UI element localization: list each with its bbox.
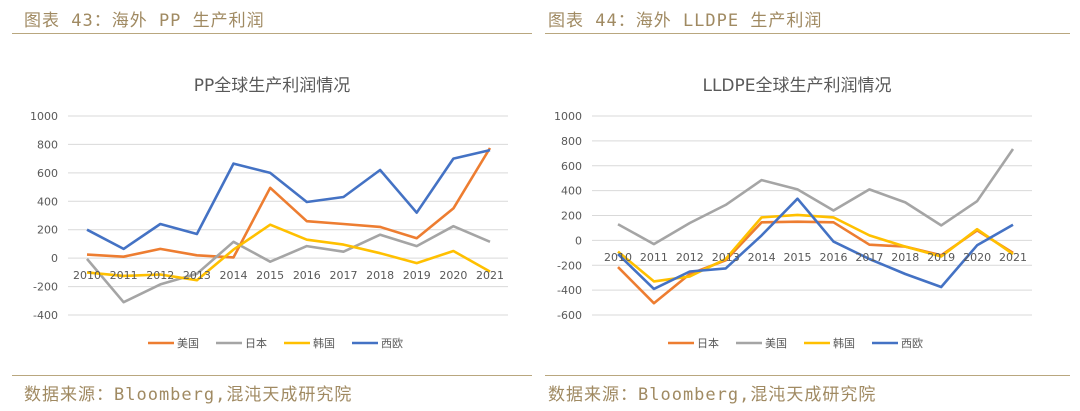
series-line-西欧 (617, 197, 1014, 291)
y-tick-label: 0 (51, 252, 58, 265)
x-tick-label: 2014 (748, 251, 776, 264)
legend-label: 日本 (245, 336, 267, 350)
x-tick-label: 2016 (819, 251, 847, 264)
x-tick-label: 2018 (366, 269, 394, 282)
legend-label: 日本 (697, 336, 719, 350)
right-footer-rule (545, 375, 1070, 376)
x-tick-label: 2019 (927, 251, 955, 264)
x-tick-label: 2011 (110, 269, 138, 282)
lldpe-chart: LLDPE全球生产利润情况 1000 800 600 400 200 0 -200 -400 -6… (554, 76, 1032, 350)
series-line-西欧 (86, 148, 491, 251)
y-tick-label: 1000 (554, 110, 582, 123)
y-tick-label: 600 (37, 167, 58, 180)
y-tick-label: 1000 (30, 110, 58, 123)
y-tick-label: -400 (33, 309, 58, 322)
right-source-note: 数据来源：Bloomberg,混沌天成研究院 (548, 385, 877, 405)
pp-chart: PP全球生产利润情况 1000 800 600 400 200 0 -200 -400 美国 日本 韩… (30, 76, 508, 350)
x-tick-label: 2015 (784, 251, 812, 264)
left-header-rule (12, 33, 532, 34)
y-tick-label: 0 (575, 234, 582, 247)
x-tick-label: 2010 (604, 251, 632, 264)
x-tick-label: 2021 (999, 251, 1027, 264)
x-tick-label: 2014 (220, 269, 248, 282)
series-line-韩国 (617, 213, 1014, 283)
x-tick-label: 2021 (476, 269, 504, 282)
x-tick-label: 2011 (640, 251, 668, 264)
y-tick-label: -200 (33, 281, 58, 294)
x-tick-label: 2010 (73, 269, 101, 282)
y-tick-label: 800 (37, 138, 58, 151)
y-tick-label: 800 (561, 135, 582, 148)
y-tick-label: 600 (561, 160, 582, 173)
x-tick-label: 2020 (439, 269, 467, 282)
right-figure-header: 图表 44：海外 LLDPE 生产利润 (548, 11, 823, 31)
left-footer-rule (12, 375, 532, 376)
left-source-note: 数据来源：Bloomberg,混沌天成研究院 (24, 385, 353, 405)
x-tick-label: 2018 (891, 251, 919, 264)
x-tick-label: 2020 (963, 251, 991, 264)
pp-chart-title: PP全球生产利润情况 (194, 76, 351, 96)
y-tick-label: -200 (557, 259, 582, 272)
y-tick-label: -400 (557, 284, 582, 297)
x-tick-label: 2017 (329, 269, 357, 282)
legend-label: 美国 (177, 337, 199, 350)
y-tick-label: 400 (37, 195, 58, 208)
x-tick-label: 2012 (676, 251, 704, 264)
right-header-rule (545, 33, 1070, 34)
legend-label: 韩国 (313, 336, 335, 350)
x-tick-label: 2012 (146, 269, 174, 282)
legend-label: 韩国 (833, 336, 855, 350)
y-tick-label: 400 (561, 185, 582, 198)
y-tick-label: 200 (561, 210, 582, 223)
legend-label: 西欧 (381, 337, 403, 350)
series-line-美国 (86, 147, 492, 259)
x-tick-label: 2016 (293, 269, 321, 282)
x-tick-label: 2017 (855, 251, 883, 264)
series-line-美国 (617, 148, 1015, 246)
x-tick-label: 2013 (712, 251, 740, 264)
legend-label: 美国 (765, 337, 787, 350)
x-tick-label: 2013 (183, 269, 211, 282)
x-tick-label: 2015 (256, 269, 284, 282)
series-line-韩国 (86, 223, 491, 282)
x-tick-label: 2019 (403, 269, 431, 282)
legend-label: 西欧 (901, 337, 923, 350)
lldpe-chart-title: LLDPE全球生产利润情况 (702, 76, 891, 96)
y-tick-label: -600 (557, 309, 582, 322)
series-line-日本 (86, 224, 491, 304)
y-tick-label: 200 (37, 224, 58, 237)
left-figure-header: 图表 43：海外 PP 生产利润 (24, 11, 265, 31)
